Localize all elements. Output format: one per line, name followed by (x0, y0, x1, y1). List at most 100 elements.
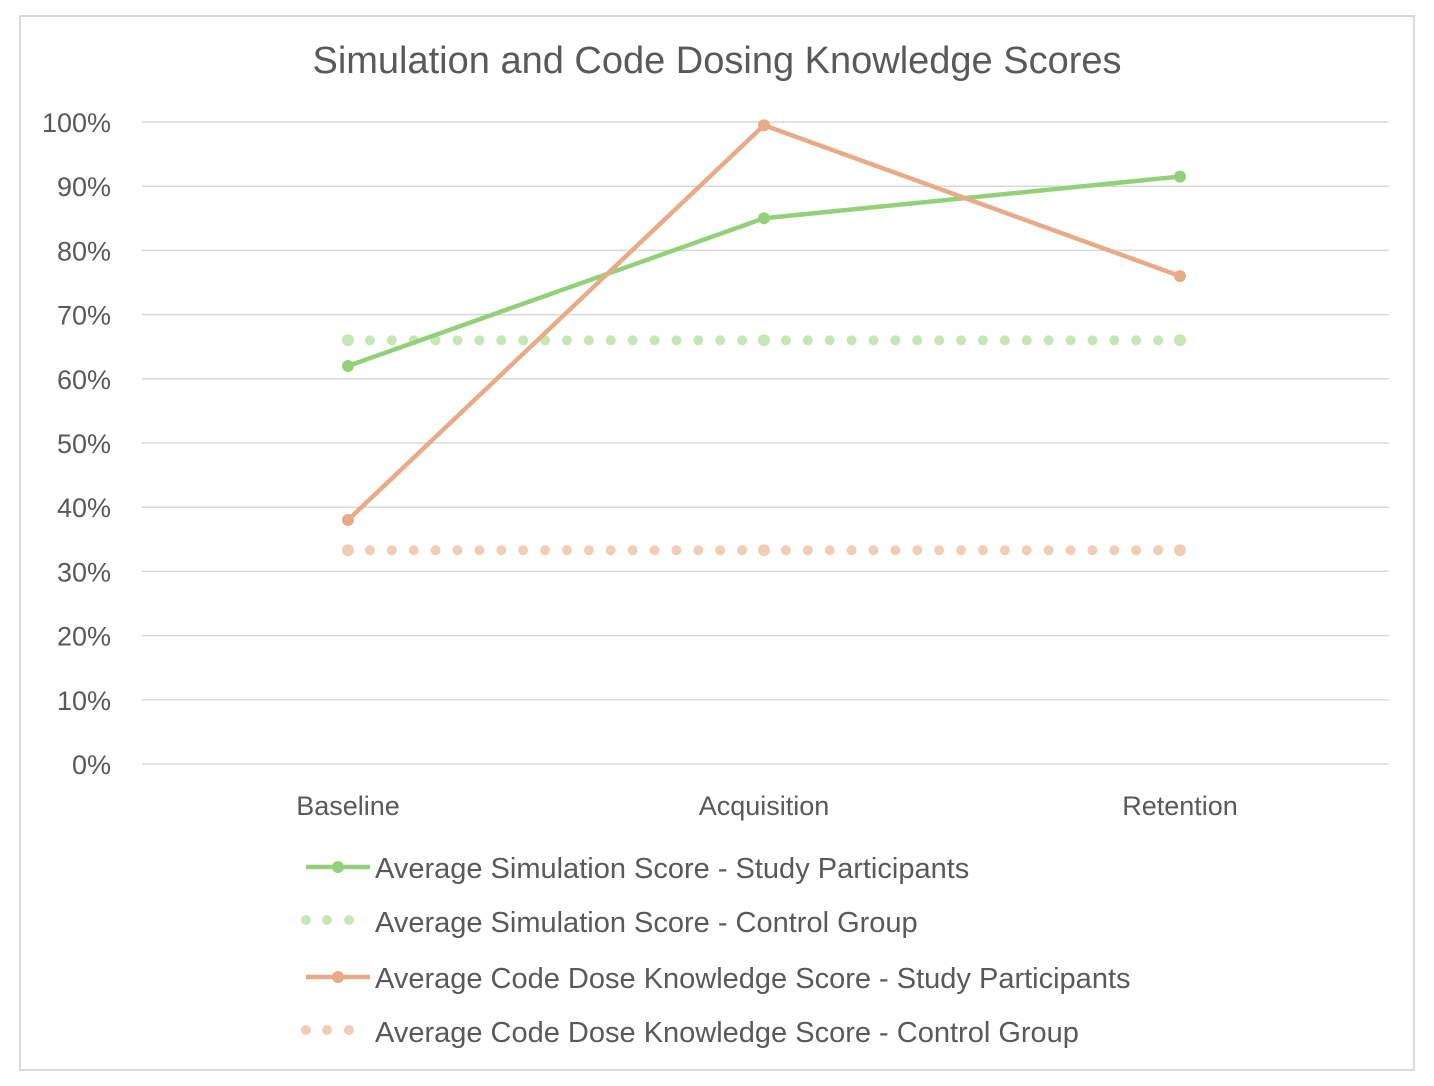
series-dot (802, 335, 813, 346)
series-dot (474, 335, 485, 346)
series-dot (364, 335, 375, 346)
series-dot (561, 335, 572, 346)
y-axis-ticks: 0% 10% 20% 30% 40% 50% 60% 70% 80% 90% 100% (42, 108, 111, 780)
y-tick-label: 30% (57, 557, 111, 587)
series-dot (1131, 545, 1142, 556)
series-dot (1087, 545, 1098, 556)
series-dot (496, 335, 507, 346)
series-dot (846, 545, 857, 556)
x-tick-label: Baseline (296, 791, 400, 821)
series-dot (1109, 545, 1120, 556)
legend-swatch (301, 1025, 311, 1035)
series-dot (496, 545, 507, 556)
data-point (342, 359, 354, 372)
y-tick-label: 20% (57, 622, 111, 652)
series-dot (824, 335, 835, 346)
series-dot (824, 545, 835, 556)
series-dot (364, 545, 375, 556)
series-dot (956, 545, 967, 556)
series-dot (912, 545, 923, 556)
series-dot (627, 545, 638, 556)
data-point (1174, 544, 1186, 557)
series-dot (846, 335, 857, 346)
series-layer (342, 119, 1186, 557)
data-point (1174, 334, 1186, 347)
legend-swatch (322, 915, 332, 925)
series-dot (912, 335, 923, 346)
series-0 (342, 170, 1186, 372)
legend-item: Average Code Dose Knowledge Score - Cont… (301, 1017, 1079, 1049)
data-point (758, 212, 770, 225)
legend-marker (332, 861, 344, 873)
series-dot (1043, 545, 1054, 556)
y-tick-label: 50% (57, 429, 111, 459)
series-dot (627, 335, 638, 346)
series-dot (1065, 335, 1076, 346)
series-dot (977, 545, 988, 556)
series-dot (474, 545, 485, 556)
legend-swatch (344, 1025, 354, 1035)
series-dot (452, 545, 463, 556)
series-dot (1043, 335, 1054, 346)
data-point (758, 334, 770, 347)
y-tick-label: 0% (72, 750, 111, 780)
series-dot (890, 335, 901, 346)
series-dot (1153, 545, 1164, 556)
series-dot (605, 545, 616, 556)
data-point (758, 119, 770, 132)
legend-label: Average Simulation Score - Control Group (375, 907, 918, 939)
series-3 (342, 544, 1186, 557)
data-point (758, 544, 770, 557)
y-tick-label: 60% (57, 365, 111, 395)
legend-item: Average Simulation Score - Study Partici… (306, 853, 969, 885)
y-tick-label: 40% (57, 493, 111, 523)
series-dot (671, 335, 682, 346)
data-point (342, 544, 354, 557)
series-dot (693, 335, 704, 346)
x-tick-label: Retention (1122, 791, 1238, 821)
series-dot (715, 545, 726, 556)
data-point (1174, 170, 1186, 183)
series-dot (1131, 335, 1142, 346)
series-dot (999, 335, 1010, 346)
data-point (342, 514, 354, 527)
series-dot (780, 545, 791, 556)
legend-label: Average Simulation Score - Study Partici… (375, 853, 969, 885)
legend-swatch (301, 915, 311, 925)
series-2 (342, 119, 1186, 527)
legend-label: Average Code Dose Knowledge Score - Stud… (375, 963, 1131, 995)
legend-swatch (344, 915, 354, 925)
series-dot (386, 545, 397, 556)
y-tick-label: 70% (57, 301, 111, 331)
series-dot (715, 335, 726, 346)
series-dot (780, 335, 791, 346)
legend-item: Average Simulation Score - Control Group (301, 907, 918, 939)
series-dot (999, 545, 1010, 556)
data-point (1174, 270, 1186, 283)
series-dot (649, 545, 660, 556)
gridlines (142, 121, 1389, 765)
legend-marker (332, 971, 344, 983)
series-dot (1021, 335, 1032, 346)
series-dot (737, 545, 748, 556)
series-dot (1153, 335, 1164, 346)
chart-frame (19, 15, 1415, 1071)
series-1 (342, 334, 1186, 347)
series-dot (890, 545, 901, 556)
series-dot (583, 335, 594, 346)
series-dot (802, 545, 813, 556)
series-dot (934, 545, 945, 556)
y-tick-label: 80% (57, 236, 111, 266)
series-dot (518, 335, 529, 346)
series-dot (1065, 545, 1076, 556)
legend-item: Average Code Dose Knowledge Score - Stud… (306, 963, 1131, 995)
y-tick-label: 100% (42, 108, 111, 138)
legend-label: Average Code Dose Knowledge Score - Cont… (375, 1017, 1079, 1049)
series-dot (737, 335, 748, 346)
y-tick-label: 10% (57, 686, 111, 716)
series-dot (430, 545, 441, 556)
series-dot (693, 545, 704, 556)
y-tick-label: 90% (57, 172, 111, 202)
series-dot (649, 335, 660, 346)
